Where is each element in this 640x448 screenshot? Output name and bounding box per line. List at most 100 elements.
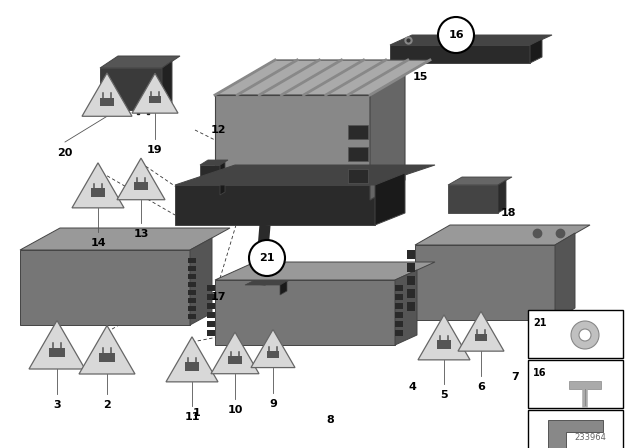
FancyBboxPatch shape [407,302,415,311]
Polygon shape [200,165,220,195]
Polygon shape [20,250,190,325]
FancyBboxPatch shape [188,290,196,295]
Circle shape [249,240,285,276]
FancyBboxPatch shape [528,360,623,408]
FancyBboxPatch shape [188,282,196,287]
FancyBboxPatch shape [348,169,368,183]
FancyBboxPatch shape [207,294,215,300]
Polygon shape [415,245,555,320]
FancyBboxPatch shape [395,294,403,300]
Polygon shape [200,160,228,165]
Text: 233964: 233964 [574,433,606,442]
FancyBboxPatch shape [395,330,403,336]
Text: 16: 16 [448,30,464,40]
FancyBboxPatch shape [188,314,196,319]
FancyBboxPatch shape [528,310,623,358]
Text: 16: 16 [533,368,547,378]
FancyBboxPatch shape [100,98,114,106]
FancyBboxPatch shape [228,356,242,363]
Polygon shape [20,228,230,250]
Text: 10: 10 [227,405,243,415]
FancyBboxPatch shape [91,189,105,197]
Text: 20: 20 [58,148,73,158]
Polygon shape [220,162,225,195]
FancyBboxPatch shape [395,312,403,318]
Polygon shape [190,238,212,325]
FancyBboxPatch shape [134,182,148,190]
Polygon shape [498,180,506,213]
Text: 3: 3 [53,400,61,410]
Text: 14: 14 [90,238,106,248]
Text: 1: 1 [193,408,201,418]
FancyBboxPatch shape [99,353,115,362]
Text: 19: 19 [147,145,163,155]
Polygon shape [215,95,370,200]
Polygon shape [175,185,375,225]
FancyBboxPatch shape [188,306,196,311]
Polygon shape [245,285,280,295]
FancyBboxPatch shape [407,276,415,285]
FancyBboxPatch shape [207,312,215,318]
FancyBboxPatch shape [436,340,451,349]
FancyBboxPatch shape [407,263,415,272]
FancyBboxPatch shape [395,303,403,309]
Text: 21: 21 [259,253,275,263]
FancyBboxPatch shape [528,410,623,448]
FancyBboxPatch shape [395,285,403,291]
FancyBboxPatch shape [407,289,415,298]
FancyBboxPatch shape [407,250,415,259]
FancyBboxPatch shape [348,125,368,139]
FancyBboxPatch shape [395,321,403,327]
Text: 17: 17 [211,292,226,302]
FancyBboxPatch shape [475,334,488,341]
Polygon shape [211,332,259,374]
Text: 7: 7 [511,372,519,382]
FancyBboxPatch shape [188,274,196,279]
Circle shape [579,329,591,341]
Polygon shape [29,320,85,369]
Polygon shape [448,185,498,213]
Polygon shape [245,279,292,285]
Text: 2: 2 [103,400,111,410]
Circle shape [438,17,474,53]
Polygon shape [82,73,132,116]
Polygon shape [415,225,590,245]
Text: 4: 4 [408,382,416,392]
FancyBboxPatch shape [569,381,601,389]
Polygon shape [215,60,430,95]
Polygon shape [72,163,124,208]
Polygon shape [215,280,395,345]
FancyBboxPatch shape [49,348,65,357]
Circle shape [571,321,599,349]
Polygon shape [162,61,172,110]
Text: 18: 18 [500,208,516,218]
FancyBboxPatch shape [207,330,215,336]
Polygon shape [100,56,180,68]
Polygon shape [375,173,405,225]
FancyBboxPatch shape [185,362,199,371]
Polygon shape [215,262,435,280]
Polygon shape [458,311,504,351]
FancyBboxPatch shape [348,147,368,161]
Polygon shape [390,35,552,45]
Text: 21: 21 [533,318,547,328]
Polygon shape [530,39,542,63]
Polygon shape [448,177,512,185]
Polygon shape [175,165,435,185]
Polygon shape [390,45,530,63]
FancyBboxPatch shape [207,303,215,309]
Polygon shape [100,68,162,110]
FancyBboxPatch shape [207,321,215,327]
Text: 8: 8 [326,415,334,425]
Polygon shape [370,75,405,200]
Polygon shape [418,315,470,360]
Polygon shape [251,329,295,367]
FancyBboxPatch shape [188,298,196,303]
Polygon shape [280,281,287,295]
Text: 15: 15 [412,72,428,82]
FancyBboxPatch shape [188,258,196,263]
Polygon shape [395,270,417,345]
Text: 13: 13 [133,229,148,239]
Text: 9: 9 [269,399,277,409]
FancyBboxPatch shape [207,285,215,291]
